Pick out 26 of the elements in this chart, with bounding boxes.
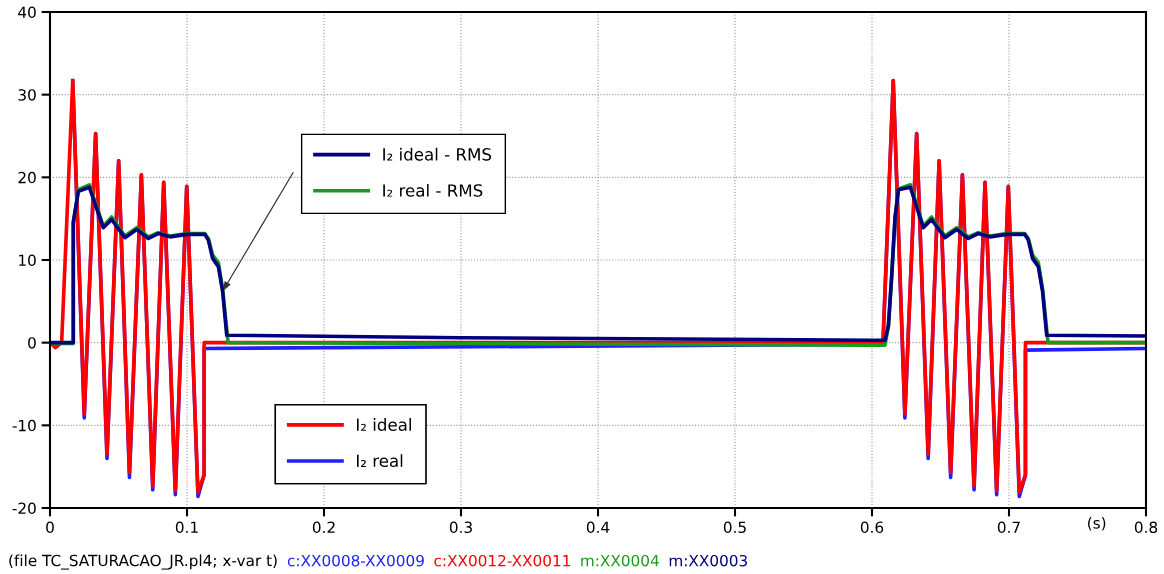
- y-tick-label: 10: [19, 254, 36, 267]
- y-tick-label: 0: [28, 337, 36, 349]
- text: c:XX0008-XX0009: [287, 554, 424, 567]
- x-tick-label: 0.8: [1134, 521, 1158, 534]
- legend-label: I₂ ideal - RMS: [383, 147, 492, 161]
- x-tick-label: 0.1: [175, 521, 198, 534]
- x-tick-label: 0.4: [586, 521, 610, 534]
- x-tick-label: 0.5: [723, 521, 746, 534]
- x-tick-label: 0.2: [312, 521, 335, 534]
- x-axis-title: (s): [1088, 516, 1106, 531]
- legend-label: I₂ ideal: [356, 418, 411, 431]
- x-tick-label: 0.7: [997, 521, 1020, 534]
- legend-label: I₂ real: [356, 454, 403, 468]
- text: m:XX0003: [669, 554, 747, 567]
- y-tick-label: 20: [18, 171, 36, 184]
- y-tick-label: 30: [18, 89, 36, 101]
- text: c:XX0012-XX0011: [434, 554, 571, 567]
- x-tick-label: 0: [46, 521, 54, 534]
- y-tick-label: -20: [12, 502, 36, 515]
- legend-label: I₂ real - RMS: [383, 183, 483, 197]
- text: m:XX0004: [581, 554, 659, 567]
- text: (file TC_SATURACAO_JR.pl4; x-var t): [9, 554, 277, 570]
- y-tick-label: -10: [12, 419, 36, 432]
- y-tick-label: 40: [18, 6, 36, 19]
- x-tick-label: 0.3: [449, 521, 472, 534]
- x-tick-label: 0.6: [860, 521, 884, 534]
